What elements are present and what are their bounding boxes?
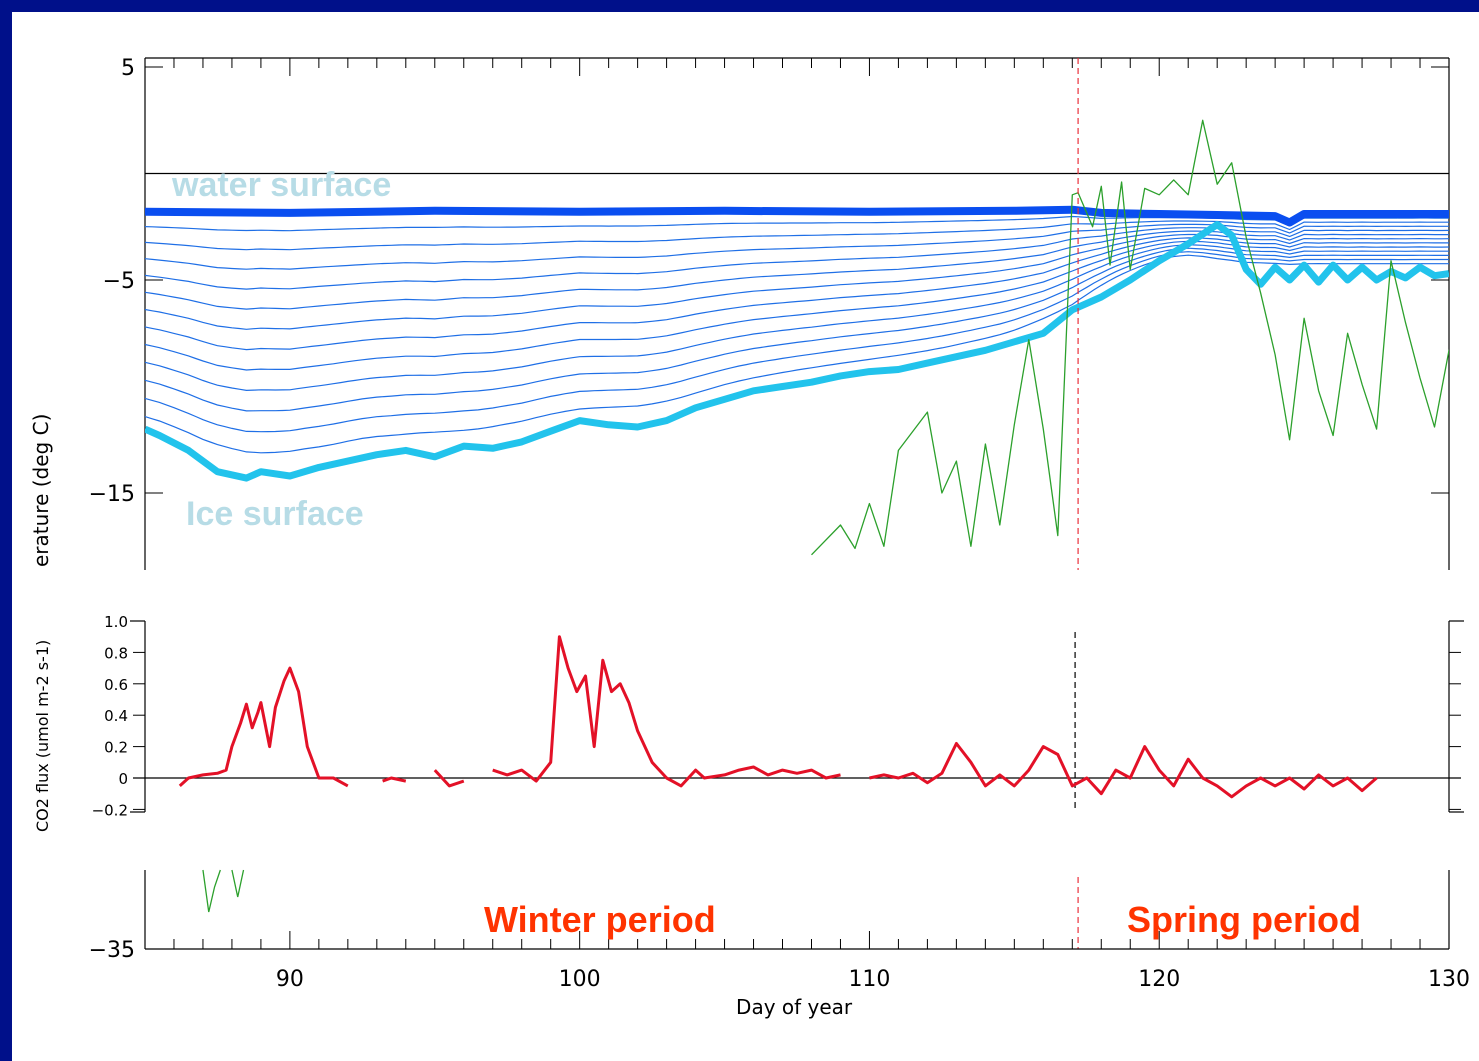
isotherm-line [144,244,1449,392]
y-tick-label: −15 [89,482,135,507]
co2-flux-line [382,776,407,783]
water-surface-label: water surface [171,166,391,204]
spring-period-label: Spring period [1127,899,1361,940]
co2-y-tick-label: 0.8 [104,644,128,662]
air-temperature-line [202,869,221,913]
co2-y-tick-label: 0 [118,770,128,788]
ice-surface-line [145,221,1449,482]
x-tick-label: 120 [1138,967,1180,992]
y-tick-label: −35 [89,938,135,963]
co2-flux-line [433,769,465,788]
chart-svg: 5 −5 −15 water surface Ice surface erature (d… [29,56,1470,1019]
chart-frame: 5 −5 −15 water surface Ice surface erature (d… [12,12,1479,1061]
x-axis-title: Day of year [736,995,853,1019]
y-tick-label: 5 [121,56,135,81]
co2-flux-line [869,742,1378,799]
co2-flux-line [178,666,349,788]
co2-axis-title: CO2 flux (umol m-2 s-1) [33,640,52,832]
isotherm-line [144,251,1449,433]
x-tick-label: 90 [276,967,304,992]
isotherm-line [144,220,1449,251]
isotherm-line [144,223,1449,270]
co2-y-tick-label: −0.2 [92,801,128,819]
isotherm-line [144,254,1449,454]
water-surface-line [145,205,1449,227]
co2-y-tick-label: 0.2 [104,739,128,757]
isotherm-line [144,240,1450,371]
co2-y-tick-label: 0.6 [104,676,128,694]
y-tick-label: −5 [103,269,135,294]
temperature-axis-title: erature (deg C) [29,414,53,567]
winter-period-label: Winter period [484,899,716,940]
isotherm-line [144,227,1450,290]
co2-y-tick-label: 1.0 [104,613,128,631]
x-tick-label: 100 [559,967,601,992]
x-tick-label: 110 [848,967,890,992]
x-tick-label: 130 [1428,967,1470,992]
ice-surface-label: Ice surface [186,495,364,533]
air-temperature-line [811,119,1449,556]
co2-flux-line [492,635,841,788]
co2-y-tick-label: 0.4 [104,707,128,725]
air-temperature-line [231,869,245,898]
isotherm-line [144,247,1449,412]
